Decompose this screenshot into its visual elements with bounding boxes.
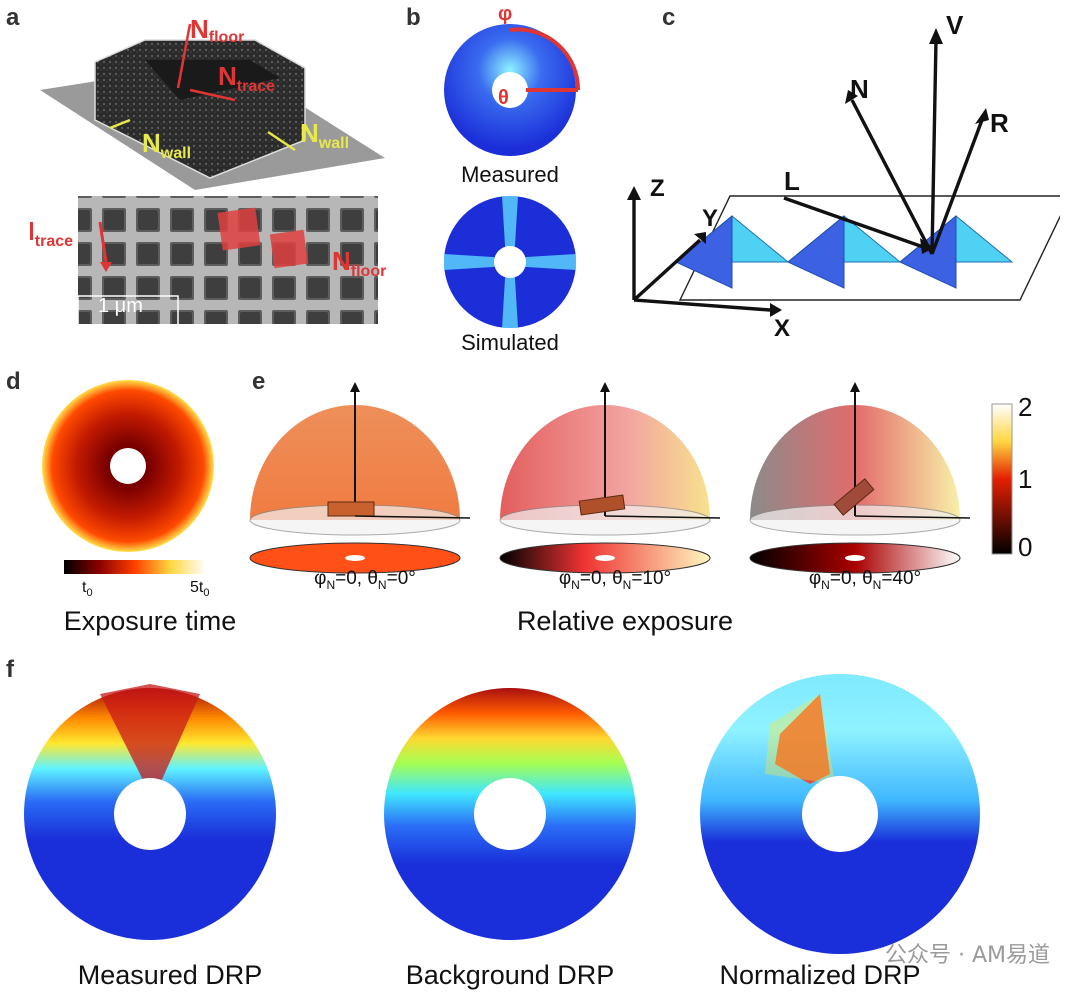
measured-drp-disc <box>24 684 276 940</box>
svg-text:Z: Z <box>650 175 665 202</box>
svg-text:2: 2 <box>1018 392 1032 422</box>
watermark: 公众号 · AM易道 <box>884 943 1050 968</box>
svg-text:X: X <box>774 315 790 342</box>
svg-text:V: V <box>946 10 964 40</box>
svg-text:1: 1 <box>1018 464 1032 494</box>
svg-text:Nwall: Nwall <box>142 128 191 162</box>
simulated-caption: Simulated <box>461 330 559 355</box>
exposure-colorbar <box>64 560 206 574</box>
dome-1 <box>249 382 471 574</box>
panel-e-graphic: 2 1 0 <box>249 382 1032 574</box>
dome-3 <box>749 382 971 574</box>
panel-c-graphic: Z Y X V N R L <box>627 10 1060 342</box>
panel-d-graphic: t0 5t0 <box>42 380 214 599</box>
svg-text:Nwall: Nwall <box>300 118 349 152</box>
panel-d-letter: d <box>6 368 21 395</box>
background-drp-disc <box>384 688 636 940</box>
svg-text:0: 0 <box>1018 532 1032 562</box>
panel-d-caption: Exposure time <box>63 606 237 636</box>
svg-text:Ntrace: Ntrace <box>218 61 275 95</box>
svg-text:Nfloor: Nfloor <box>332 246 386 280</box>
panel-b-graphic: φ θ Measured Simulated <box>444 3 581 355</box>
trace-floor <box>145 60 280 100</box>
svg-text:t0: t0 <box>82 579 93 599</box>
panel-e-caption: Relative exposure <box>516 606 734 636</box>
normalized-drp-disc <box>700 674 980 954</box>
floor-highlight-1 <box>217 207 261 251</box>
dome-2 <box>499 382 721 574</box>
svg-text:L: L <box>784 166 800 196</box>
panel-e-letter: e <box>252 368 266 395</box>
svg-text:5t0: 5t0 <box>190 579 209 599</box>
relative-exposure-colorbar <box>991 403 1013 555</box>
panel-a-letter: a <box>6 4 20 31</box>
background-drp-caption: Background DRP <box>405 960 615 990</box>
panel-b-letter: b <box>406 4 421 31</box>
svg-text:R: R <box>990 108 1009 138</box>
measured-caption: Measured <box>461 162 559 187</box>
panel-f-letter: f <box>6 656 14 683</box>
floor-highlight-2 <box>269 229 309 269</box>
normalized-drp-caption: Normalized DRP <box>719 960 921 990</box>
measured-drp-caption: Measured DRP <box>77 960 263 990</box>
panel-a-graphic: Nfloor Ntrace Nwall Nwall Ntrace Nfloor … <box>30 14 386 327</box>
panel-c-letter: c <box>662 4 676 31</box>
svg-text:θ: θ <box>498 87 509 109</box>
dome-3-label: φN=0, θN=40° <box>808 568 922 592</box>
svg-text:φ: φ <box>498 3 512 25</box>
svg-text:Y: Y <box>702 205 718 232</box>
svg-text:1 μm: 1 μm <box>98 295 143 317</box>
dome-1-label: φN=0, θN=0° <box>314 568 416 592</box>
panel-f-graphic <box>24 674 980 954</box>
dome-2-label: φN=0, θN=10° <box>558 568 672 592</box>
svg-text:Nfloor: Nfloor <box>190 14 244 46</box>
svg-text:Ntrace: Ntrace <box>30 216 73 250</box>
svg-text:N: N <box>850 74 869 104</box>
